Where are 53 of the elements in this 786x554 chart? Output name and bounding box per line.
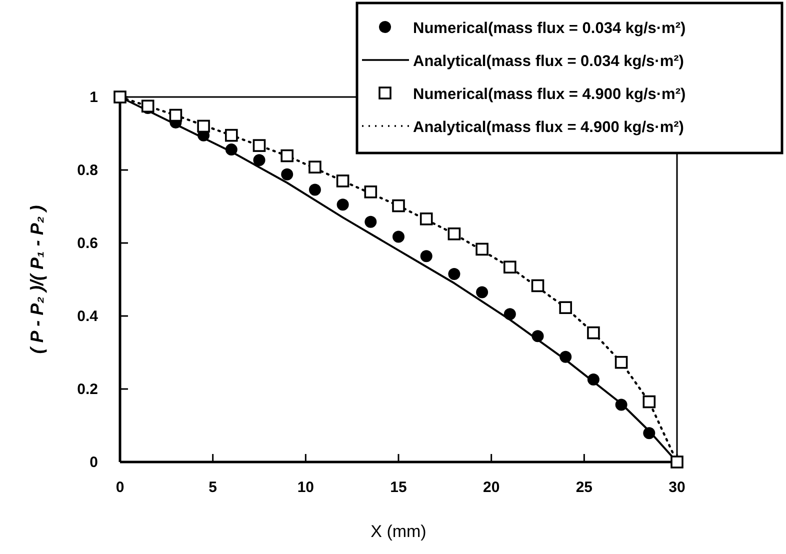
point [420, 250, 432, 262]
point [364, 186, 378, 198]
point [448, 227, 461, 240]
y-tick-label: 0.8 [77, 162, 98, 179]
y-axis-title: ( P - P₂ )/( P₁ - P₂ ) [27, 205, 47, 354]
point [308, 184, 321, 196]
legend-label: Numerical(mass flux = 4.900 kg/s·m²) [413, 86, 686, 103]
point [225, 128, 238, 142]
point [336, 198, 349, 211]
y-tick-label: 1 [90, 89, 98, 106]
point [420, 212, 433, 226]
y-tick-label: 0.4 [77, 308, 99, 325]
legend-label: Analytical(mass flux = 0.034 kg/s·m²) [413, 53, 684, 70]
point [504, 308, 516, 320]
point [476, 286, 488, 298]
point [252, 139, 266, 152]
point [280, 149, 294, 162]
point [560, 350, 572, 363]
point [336, 174, 350, 188]
point [587, 326, 600, 340]
x-tick-label: 0 [116, 479, 124, 496]
x-tick-label: 30 [668, 479, 686, 496]
legend-label: Analytical(mass flux = 4.900 kg/s·m²) [413, 119, 684, 136]
point [531, 279, 544, 292]
point [643, 427, 656, 440]
point [504, 260, 516, 274]
x-axis-title: X (mm) [370, 522, 426, 541]
point [169, 108, 182, 122]
point [197, 120, 210, 133]
x-tick-label: 25 [576, 479, 593, 496]
point [281, 168, 294, 180]
y-tick-label: 0 [90, 454, 98, 471]
x-tick-label: 5 [208, 479, 218, 496]
y-tick-label: 0.6 [77, 235, 98, 252]
point [253, 154, 266, 166]
point [587, 374, 600, 386]
point [476, 242, 488, 256]
legend-label: Numerical(mass flux = 0.034 kg/s·m²) [413, 20, 686, 37]
point [364, 216, 377, 228]
point [532, 330, 544, 342]
x-tick-label: 15 [390, 479, 407, 496]
x-tick-label: 20 [482, 479, 500, 496]
point [615, 398, 628, 411]
point [614, 356, 628, 369]
point [392, 230, 404, 243]
point [225, 144, 238, 156]
point [448, 268, 460, 280]
y-tick-label: 0.2 [77, 381, 98, 398]
point [392, 199, 405, 212]
point [559, 301, 572, 314]
x-tick-label: 10 [297, 479, 314, 496]
point [308, 160, 322, 174]
point [642, 395, 656, 408]
